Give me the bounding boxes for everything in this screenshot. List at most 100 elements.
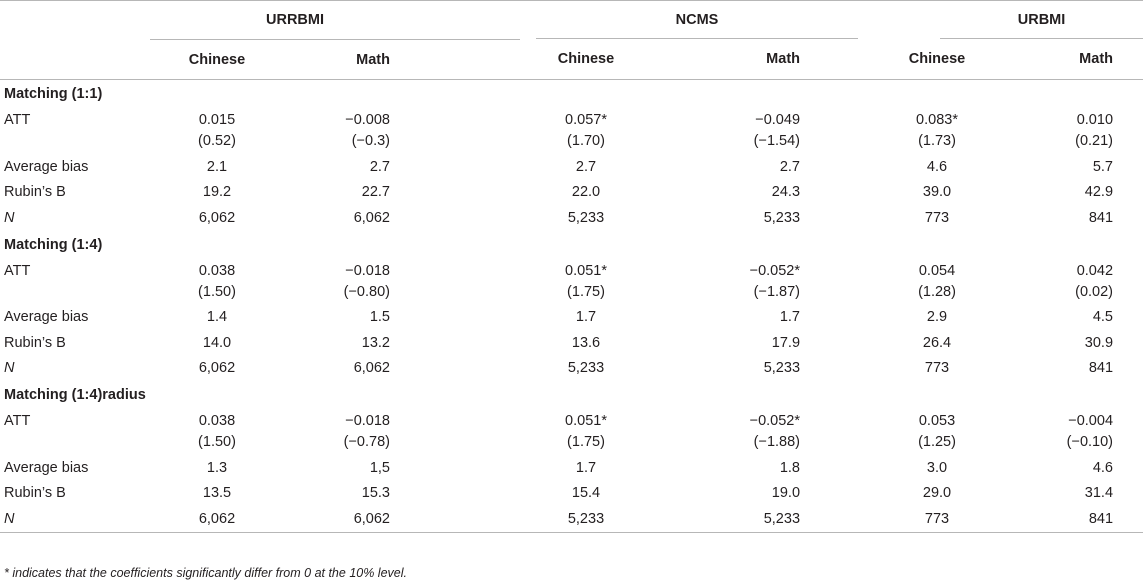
value-cell: 15.4 (571, 485, 601, 502)
stat-row: N 6,062 6,062 5,233 5,233 773 841 (0, 356, 1143, 382)
row-label: N (4, 360, 15, 377)
att-cell: −0.018 (−0.78) (284, 409, 520, 455)
att-cell: 0.038 (1.50) (150, 259, 284, 305)
att-t-statistic: (1.73) (918, 133, 956, 149)
att-t-statistic: (1.70) (567, 133, 605, 149)
value-cell: 30.9 (1084, 334, 1114, 351)
stat-row: Average bias 1.4 1.5 1.7 1.7 2.9 4.5 (0, 305, 1143, 331)
att-cell: 0.051* (1.75) (520, 259, 652, 305)
att-cell: −0.049 (−1.54) (652, 108, 872, 154)
section-title: Matching (1:1) (4, 86, 103, 102)
att-t-statistic: (1.50) (198, 434, 236, 450)
value-cell: 5,233 (763, 510, 801, 527)
value-cell: 841 (1088, 209, 1114, 226)
value-cell: 6,062 (198, 360, 236, 377)
att-coefficient: −0.049 (755, 112, 801, 128)
att-t-statistic: (−0.78) (343, 434, 390, 450)
att-t-statistic: (1.28) (918, 283, 956, 300)
value-cell: 841 (1088, 360, 1114, 377)
value-cell: 6,062 (353, 510, 390, 527)
att-t-statistic: (−1.54) (753, 133, 801, 149)
subheader-math: Math (356, 51, 390, 68)
subheader-math: Math (1079, 51, 1114, 68)
att-cell: 0.015 (0.52) (150, 108, 284, 154)
row-label: N (4, 510, 15, 527)
att-cell: 0.010 (0.21) (1002, 108, 1143, 154)
section-title: Matching (1:4) (4, 236, 103, 253)
value-cell: 1.4 (206, 309, 228, 326)
att-cell: −0.052* (−1.87) (652, 259, 872, 305)
value-cell: 2.1 (206, 158, 228, 175)
att-coefficient: 0.083* (916, 112, 958, 128)
row-label: ATT (4, 112, 31, 128)
row-label: ATT (4, 262, 31, 279)
value-cell: 1.5 (369, 309, 390, 326)
att-t-statistic: (1.25) (918, 434, 956, 450)
att-t-statistic: (−0.80) (343, 283, 390, 300)
value-cell: 19.0 (771, 485, 801, 502)
att-coefficient: −0.004 (1068, 413, 1114, 429)
att-t-statistic: (1.50) (198, 283, 236, 300)
value-cell: 17.9 (771, 334, 801, 351)
value-cell: 2.7 (575, 158, 597, 175)
value-cell: 1.7 (779, 309, 801, 326)
subheader-chinese: Chinese (188, 51, 246, 68)
att-coefficient: 0.051* (565, 262, 607, 279)
group-header-urbmi: URBMI (940, 2, 1143, 39)
value-cell: 2.7 (779, 158, 801, 175)
row-label: Rubin’s B (4, 485, 66, 502)
group-header-ncms: NCMS (536, 2, 859, 39)
att-coefficient: −0.008 (345, 112, 390, 128)
value-cell: 42.9 (1084, 184, 1114, 201)
value-cell: 773 (924, 510, 950, 527)
section-title-row: Matching (1:4)radius (0, 381, 1143, 409)
att-cell: 0.038 (1.50) (150, 409, 284, 455)
row-label: Rubin’s B (4, 184, 66, 201)
value-cell: 22.0 (571, 184, 601, 201)
table-body: Matching (1:1) ATT 0.015 (0.52) −0.008 (−0.3)… (0, 80, 1143, 532)
group-header-urrbmi: URRBMI (150, 0, 520, 40)
value-cell: 4.6 (1092, 459, 1114, 476)
results-table: URRBMI NCMS URBMI Chinese Math Chinese M… (0, 0, 1143, 532)
value-cell: 15.3 (361, 485, 390, 502)
subheader-row: Chinese Math Chinese Math Chinese Math (0, 40, 1143, 80)
att-row: ATT 0.015 (0.52) −0.008 (−0.3) 0.057* (1.70) −0… (0, 108, 1143, 154)
value-cell: 31.4 (1084, 485, 1114, 502)
value-cell: 13.5 (202, 485, 232, 502)
value-cell: 29.0 (922, 485, 952, 502)
att-cell: 0.057* (1.70) (520, 108, 652, 154)
row-label: Average bias (4, 158, 89, 175)
att-coefficient: 0.010 (1076, 112, 1114, 128)
value-cell: 6,062 (353, 209, 390, 226)
value-cell: 1.7 (575, 459, 597, 476)
att-coefficient: 0.042 (1076, 262, 1114, 279)
att-coefficient: 0.051* (565, 413, 607, 429)
value-cell: 14.0 (202, 334, 232, 351)
value-cell: 13.2 (361, 334, 390, 351)
group-header-row: URRBMI NCMS URBMI (0, 0, 1143, 40)
att-t-statistic: (−0.10) (1066, 434, 1114, 450)
att-coefficient: 0.038 (198, 262, 236, 279)
row-label: Rubin’s B (4, 334, 66, 351)
footnote: * indicates that the coefficients signif… (4, 566, 407, 580)
value-cell: 1.3 (206, 459, 228, 476)
row-label: Average bias (4, 309, 89, 326)
stat-row: Rubin’s B 19.2 22.7 22.0 24.3 39.0 42.9 (0, 180, 1143, 206)
stat-row: N 6,062 6,062 5,233 5,233 773 841 (0, 506, 1143, 532)
att-coefficient: −0.018 (345, 262, 390, 279)
att-row: ATT 0.038 (1.50) −0.018 (−0.78) 0.051* (1.75) −… (0, 409, 1143, 455)
att-coefficient: −0.018 (345, 413, 390, 429)
att-t-statistic: (0.02) (1075, 283, 1114, 300)
value-cell: 39.0 (922, 184, 952, 201)
value-cell: 6,062 (198, 209, 236, 226)
value-cell: 6,062 (198, 510, 236, 527)
value-cell: 6,062 (353, 360, 390, 377)
row-label: ATT (4, 413, 31, 429)
value-cell: 773 (924, 209, 950, 226)
att-cell: −0.018 (−0.80) (284, 259, 520, 305)
value-cell: 22.7 (361, 184, 390, 201)
value-cell: 1.7 (575, 309, 597, 326)
value-cell: 19.2 (202, 184, 232, 201)
value-cell: 4.5 (1092, 309, 1114, 326)
value-cell: 5,233 (567, 510, 605, 527)
